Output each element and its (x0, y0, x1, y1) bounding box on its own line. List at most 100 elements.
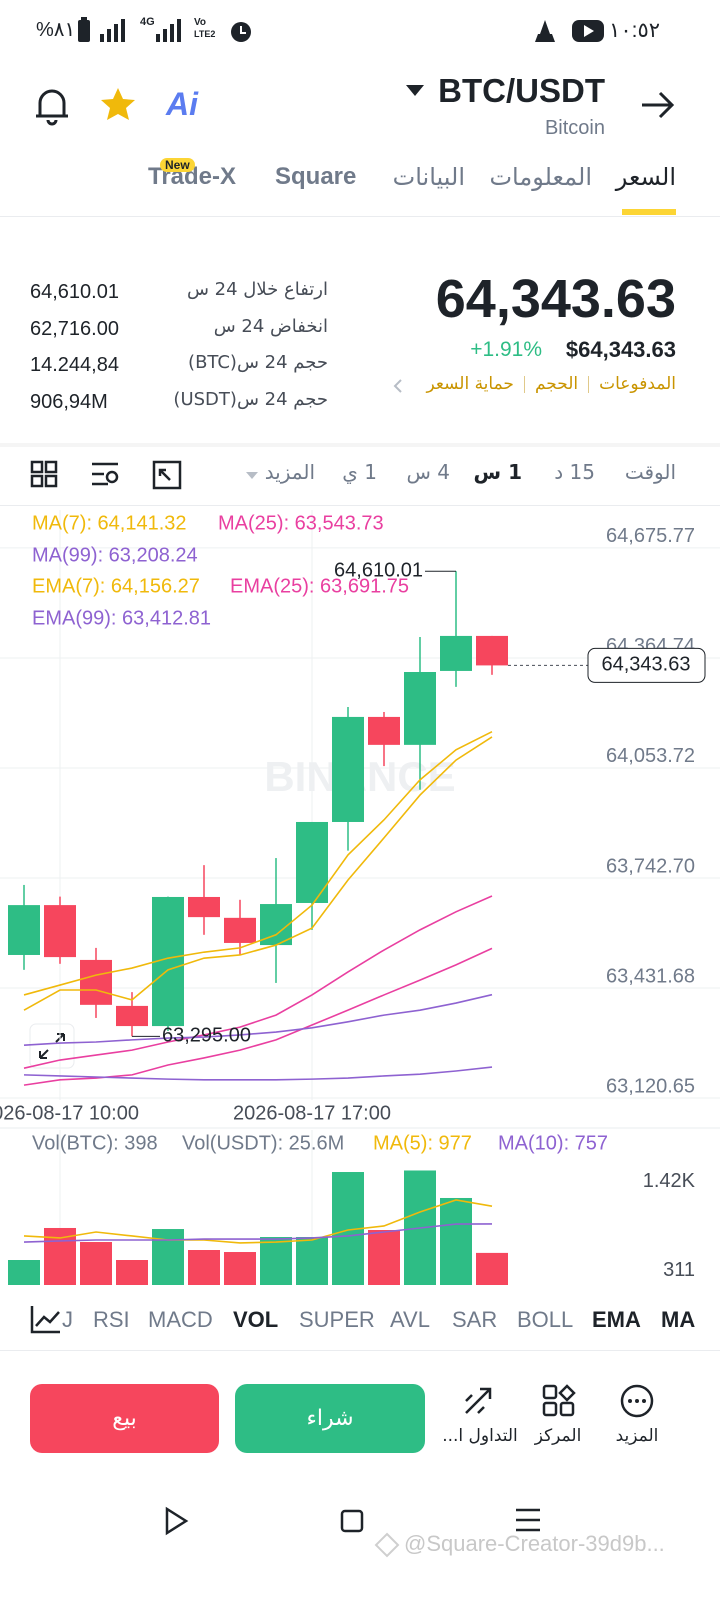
indicator-tab[interactable]: SUPER (299, 1307, 375, 1332)
volume-bar (296, 1237, 328, 1285)
ai-button[interactable]: Ai (166, 86, 198, 122)
candle-body (8, 905, 40, 955)
price-links: المدفوعات الحجم حماية السعر (427, 376, 676, 393)
stat-label: حجم 24 س(USDT) (173, 389, 328, 410)
volume-bar (476, 1252, 508, 1285)
indicator-settings[interactable] (30, 1304, 62, 1334)
last-price: 64,343.63 (435, 269, 676, 329)
link[interactable]: حماية السعر (426, 374, 514, 394)
stat-value: 64,610.01 (30, 281, 119, 303)
legend-entry: Vol(BTC): 398 (32, 1132, 158, 1154)
clock: ١٠:٥٢ (609, 19, 660, 42)
ma-line (23, 993, 493, 1046)
action-label[interactable]: المركز (534, 1426, 582, 1446)
header-icons (36, 88, 135, 126)
candle-body (116, 1005, 148, 1027)
volume-bar (224, 1252, 256, 1285)
y-tick-label: 63,431.68 (606, 965, 695, 987)
indicator-tab[interactable]: SAR (452, 1307, 498, 1332)
link[interactable]: المدفوعات (599, 374, 676, 394)
legend-entry: EMA(99): 63,412.81 (32, 607, 211, 629)
divider (0, 443, 720, 447)
action-icons (465, 1384, 654, 1418)
volume-bar (80, 1242, 112, 1285)
candle-body (332, 716, 364, 822)
legend-entry: MA(10): 757 (498, 1132, 608, 1154)
separator (588, 376, 590, 393)
link[interactable]: الحجم (534, 374, 579, 394)
tab[interactable]: المعلومات (489, 163, 592, 191)
volume-bar (188, 1250, 220, 1285)
timeframe[interactable]: 1 ي (342, 460, 377, 484)
separator (523, 376, 525, 393)
timeframe[interactable]: 1 س (473, 460, 522, 484)
ma-line (23, 730, 493, 996)
action-label[interactable]: المزيد (615, 1426, 659, 1446)
indicator-tab[interactable]: AVL (390, 1307, 430, 1332)
indicator-tab[interactable]: MA (661, 1307, 696, 1332)
stat-label: ارتفاع خلال 24 س (186, 279, 328, 300)
candle-body (188, 896, 220, 918)
volume-bar (152, 1229, 184, 1285)
volte-bottom: LTE2 (194, 29, 216, 39)
y-tick-label: 64,053.72 (606, 745, 695, 767)
chevron (393, 379, 402, 393)
nav-menu[interactable] (516, 1508, 540, 1532)
tab[interactable]: السعر (615, 163, 676, 191)
candle-body (368, 716, 400, 745)
indicator-tab[interactable]: RSI (93, 1307, 130, 1332)
timeframe[interactable]: الوقت (624, 460, 676, 484)
candle-body (440, 635, 472, 671)
chart-tools[interactable] (28, 458, 268, 492)
dropdown-caret[interactable] (404, 82, 426, 98)
indicator-tab[interactable]: BOLL (517, 1307, 574, 1332)
candle-body (80, 959, 112, 1005)
y-tick-label: 63,120.65 (606, 1075, 695, 1097)
network-type: 4G (140, 16, 155, 28)
candle-body (404, 672, 436, 745)
volte-top: Vo (194, 17, 207, 28)
y-tick-label: 64,675.77 (606, 525, 695, 547)
share-arrow[interactable] (640, 90, 676, 120)
ma-line (23, 736, 493, 1011)
volume-bar (8, 1260, 40, 1285)
nav-back[interactable] (165, 1506, 189, 1536)
volume-bar (116, 1260, 148, 1285)
y-tick-label: 63,742.70 (606, 855, 695, 877)
volume-bar (440, 1197, 472, 1285)
timeframe[interactable]: 15 د (554, 460, 595, 484)
legend-entry: EMA(25): 63,691.75 (230, 575, 409, 597)
watermark-logo (374, 1532, 400, 1558)
volume-bar (260, 1237, 292, 1285)
indicator-tab[interactable]: VOL (233, 1307, 279, 1332)
volume-ma-line (23, 1223, 493, 1243)
buy-button[interactable]: شراء (235, 1384, 425, 1453)
legend-entry: MA(7): 64,141.32 (32, 512, 187, 534)
y-tick-label: 1.42K (643, 1170, 696, 1192)
legend-entry: MA(25): 63,543.73 (218, 512, 384, 534)
tab-underline (622, 209, 676, 215)
indicator-tab[interactable]: J (62, 1307, 73, 1332)
price-change: +1.91% (470, 338, 542, 361)
nav-bar (165, 1506, 540, 1536)
nav-home[interactable] (340, 1509, 364, 1533)
pair-name: Bitcoin (544, 117, 605, 139)
timeframe[interactable]: 4 س (406, 460, 450, 484)
timeframe[interactable]: المزيد (264, 460, 315, 484)
last-price-label: 64,343.63 (602, 654, 691, 676)
pair-title[interactable]: BTC/USDT (438, 72, 605, 109)
tab[interactable]: البيانات (392, 163, 465, 191)
stat-label: انخفاض 24 س (213, 316, 328, 337)
indicator-tab[interactable]: EMA (592, 1307, 641, 1332)
notification-icons (535, 20, 604, 42)
candle-body (44, 905, 76, 958)
candle-body (224, 917, 256, 943)
tab[interactable]: Square (275, 163, 357, 190)
divider (0, 1350, 720, 1351)
chart: BINANCE64,675.7764,364.7464,053.7263,742… (0, 510, 720, 1285)
new-badge: New (160, 158, 195, 172)
stat-value: 62,716.00 (30, 318, 119, 340)
action-label[interactable]: التداول ا... (442, 1426, 518, 1446)
indicator-tab[interactable]: MACD (148, 1307, 213, 1332)
sell-button[interactable]: بيع (30, 1384, 219, 1453)
